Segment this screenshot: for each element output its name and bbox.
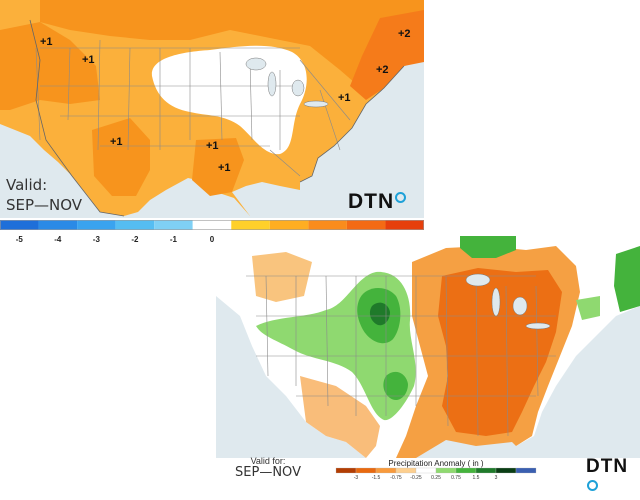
- wet-northeast-maritimes: [614, 246, 640, 312]
- valid-label: Valid:: [6, 176, 48, 194]
- legend-swatch: [335, 467, 357, 474]
- legend-swatch: [415, 467, 437, 474]
- legend-frame: [0, 220, 424, 230]
- legend-tick-label: -0.75: [390, 475, 402, 480]
- legend-swatch: [0, 220, 39, 230]
- legend-swatch: [495, 467, 517, 474]
- legend-swatch: [395, 467, 417, 474]
- wet-canada-region: [460, 236, 516, 258]
- legend-swatch: [231, 220, 270, 230]
- dry-pacific-northwest: [252, 252, 312, 302]
- anomaly-label: +1: [82, 54, 95, 66]
- temperature-legend: -5-4-3-2-10+1+2+3+4+5: [0, 220, 424, 250]
- warm-southwest-region: [92, 118, 150, 196]
- legend-tick-label: 0.75: [451, 475, 461, 480]
- legend-tick-label: -1.5: [372, 475, 381, 480]
- logo-text: DTN: [586, 456, 629, 477]
- legend-swatch: [269, 220, 309, 230]
- lake-huron: [291, 79, 305, 97]
- legend-swatch: [435, 467, 457, 474]
- legend-swatch: [115, 220, 155, 230]
- legend-tick-label: 0.25: [431, 475, 441, 480]
- valid-period: Valid: SEP—NOV: [6, 175, 82, 215]
- legend-swatch: [38, 220, 78, 230]
- lake-erie: [525, 322, 551, 330]
- anomaly-label: +2: [376, 64, 389, 76]
- lake-superior: [465, 273, 491, 287]
- warm-south-region: [192, 138, 244, 196]
- legend-tick-label: -5: [16, 235, 24, 244]
- legend-tick-label: 3: [495, 475, 498, 480]
- legend-swatch: [346, 220, 386, 230]
- anomaly-label: +1: [40, 36, 53, 48]
- dry-southwest-region: [300, 376, 380, 458]
- lake-michigan: [267, 71, 277, 97]
- near-normal-region: [151, 45, 307, 155]
- legend-swatch: [77, 220, 116, 230]
- legend-tick-label: 1.5: [473, 475, 480, 480]
- wetter-south-plains: [383, 371, 408, 401]
- legend-tick-label: -0.25: [410, 475, 422, 480]
- wettest-core: [369, 302, 390, 326]
- legend-tick-label: 0: [210, 235, 215, 244]
- lake-michigan: [491, 287, 501, 317]
- legend-swatch: [192, 220, 232, 230]
- precipitation-legend: Precipitation Anomaly ( in ) -3 -1.5 -0.75 -…: [326, 458, 546, 481]
- temperature-outlook-map: +1 +1 +2 +2 +1 +1 +1 +1 Valid: SEP—NOV D…: [0, 0, 424, 218]
- precipitation-outlook-map: [216, 236, 640, 458]
- dtn-logo-bottom: DTN: [586, 456, 640, 500]
- legend-swatch: [375, 467, 397, 474]
- wet-maritimes-edge: [576, 296, 600, 320]
- legend-tick-label: -2: [131, 235, 139, 244]
- legend-swatch: [385, 220, 424, 230]
- anomaly-label: +1: [206, 140, 219, 152]
- lake-huron: [512, 296, 528, 316]
- valid-for-label: Valid for:: [250, 456, 286, 466]
- warm-northwest-region: [0, 22, 100, 110]
- period-label: SEP—NOV: [235, 465, 301, 480]
- gulf-of-mexico: [232, 182, 300, 216]
- anomaly-label: +1: [338, 92, 351, 104]
- precipitation-legend-graphic: Precipitation Anomaly ( in ) -3 -1.5 -0.75 -…: [335, 459, 537, 481]
- warm-north-region: [40, 0, 424, 96]
- anomaly-label: +1: [218, 162, 231, 174]
- warm-northeast-region: [350, 10, 424, 100]
- logo-dot-icon: [587, 480, 598, 491]
- temperature-legend-graphic: -5-4-3-2-10+1+2+3+4+5: [0, 220, 424, 244]
- anomaly-label: +1: [110, 136, 123, 148]
- legend-title: Precipitation Anomaly ( in ): [388, 459, 483, 468]
- legend-swatch: [154, 220, 193, 230]
- precipitation-map-graphic: [216, 236, 640, 458]
- legend-swatch: [475, 467, 497, 474]
- valid-period-bottom: Valid for: SEP—NOV: [228, 456, 308, 479]
- legend-swatch: [455, 467, 477, 474]
- period-label: SEP—NOV: [6, 196, 83, 214]
- state-borders: [246, 275, 556, 437]
- temperature-map-graphic: [0, 0, 424, 218]
- gulf-of-mexico: [416, 440, 528, 458]
- legend-tick-label: -3: [354, 475, 359, 480]
- legend-swatch: [355, 467, 377, 474]
- lake-erie: [303, 100, 329, 108]
- lake-superior: [245, 57, 267, 71]
- coastline: [29, 19, 405, 217]
- logo-text: DTN: [348, 190, 395, 213]
- legend-tick-label: -4: [54, 235, 62, 244]
- legend-tick-label: -1: [170, 235, 178, 244]
- logo-dot-icon: [395, 192, 407, 203]
- state-borders: [35, 39, 351, 177]
- anomaly-label: +2: [398, 28, 411, 40]
- legend-swatch: [515, 467, 537, 474]
- dtn-logo: DTN: [348, 190, 407, 214]
- legend-tick-label: -3: [93, 235, 101, 244]
- very-dry-east-region: [438, 268, 562, 436]
- legend-swatch: [308, 220, 347, 230]
